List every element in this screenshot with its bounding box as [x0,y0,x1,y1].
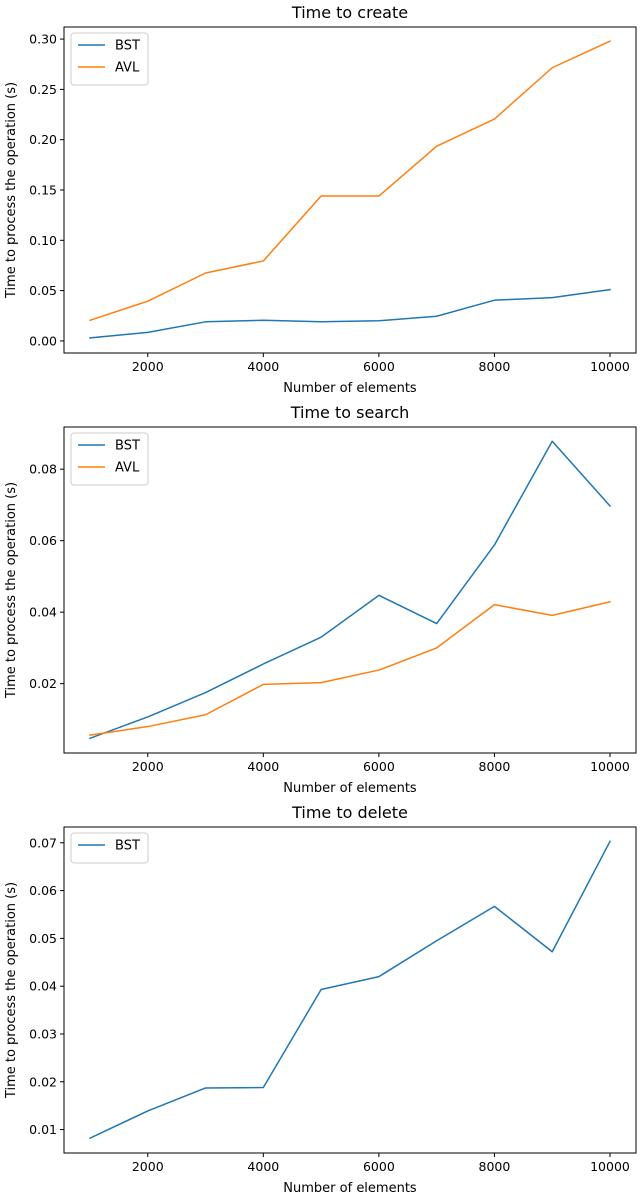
x-tick-label: 4000 [247,359,279,374]
x-tick-label: 10000 [590,1159,630,1174]
legend: BST AVL [70,432,149,486]
x-tick-label: 8000 [479,359,511,374]
y-tick-label: 0.20 [29,132,57,147]
series-line-avl [89,600,611,736]
y-tick-label: 0.06 [29,883,57,898]
y-tick-label: 0.06 [29,533,57,548]
y-axis-label: Time to process the operation (s) [4,882,19,1099]
legend-label-bst: BST [115,839,140,854]
y-tick-label: 0.05 [29,283,57,298]
x-tick-label: 8000 [479,1159,511,1174]
chart-title: Time to delete [291,803,408,822]
x-axis-label: Number of elements [283,381,417,396]
y-tick-label: 0.08 [29,462,57,477]
x-axis-label: Number of elements [283,781,417,796]
series-line-bst [89,288,611,339]
y-tick-label: 0.10 [29,233,57,248]
x-tick-label: 6000 [363,359,395,374]
chart-1: 2000 4000 6000 8000 10000 0.00 0.05 0.10 0.15 0.2… [4,3,637,396]
legend-box [70,32,149,86]
x-tick-label: 6000 [363,759,395,774]
chart-title: Time to create [291,3,408,22]
legend: BST AVL [70,32,149,86]
y-tick-label: 0.00 [29,333,57,348]
x-tick-label: 8000 [479,759,511,774]
x-tick-label: 6000 [363,1159,395,1174]
x-axis-label: Number of elements [283,1181,417,1196]
x-tick-label: 4000 [247,1159,279,1174]
plot-frame [63,426,637,754]
series-line-avl [89,40,611,322]
x-tick-label: 10000 [590,359,630,374]
y-tick-label: 0.01 [29,1122,57,1137]
plot-frame [63,26,637,354]
x-tick-label: 2000 [132,759,164,774]
y-axis-label: Time to process the operation (s) [4,82,19,299]
x-tick-label: 10000 [590,759,630,774]
plot-frame [63,826,637,1154]
y-tick-label: 0.04 [29,605,57,620]
x-tick-label: 2000 [132,1159,164,1174]
legend-box [70,832,149,864]
series-line-bst [89,440,612,740]
y-tick-label: 0.02 [29,1074,57,1089]
y-tick-label: 0.07 [29,835,57,850]
chart-title: Time to search [290,403,410,422]
y-tick-label: 0.02 [29,676,57,691]
chart-3: 2000 4000 6000 8000 10000 0.01 0.02 0.03 0.04 0.0… [4,803,637,1196]
x-tick-label: 2000 [132,359,164,374]
y-tick-label: 0.25 [29,82,57,97]
legend-label-bst: BST [115,439,140,454]
y-tick-label: 0.03 [29,1026,57,1041]
legend-label-avl: AVL [115,461,140,476]
legend: BST [70,832,149,864]
legend-label-avl: AVL [115,61,140,76]
y-axis-label: Time to process the operation (s) [4,482,19,699]
series-line-bst [89,840,612,1140]
x-tick-label: 4000 [247,759,279,774]
legend-label-bst: BST [115,39,140,54]
y-tick-label: 0.05 [29,931,57,946]
y-tick-label: 0.15 [29,183,57,198]
y-tick-label: 0.30 [29,32,57,47]
legend-box [70,432,149,486]
chart-2: 2000 4000 6000 8000 10000 0.02 0.04 0.06 0.08 Tim… [4,403,637,796]
y-tick-label: 0.04 [29,979,57,994]
